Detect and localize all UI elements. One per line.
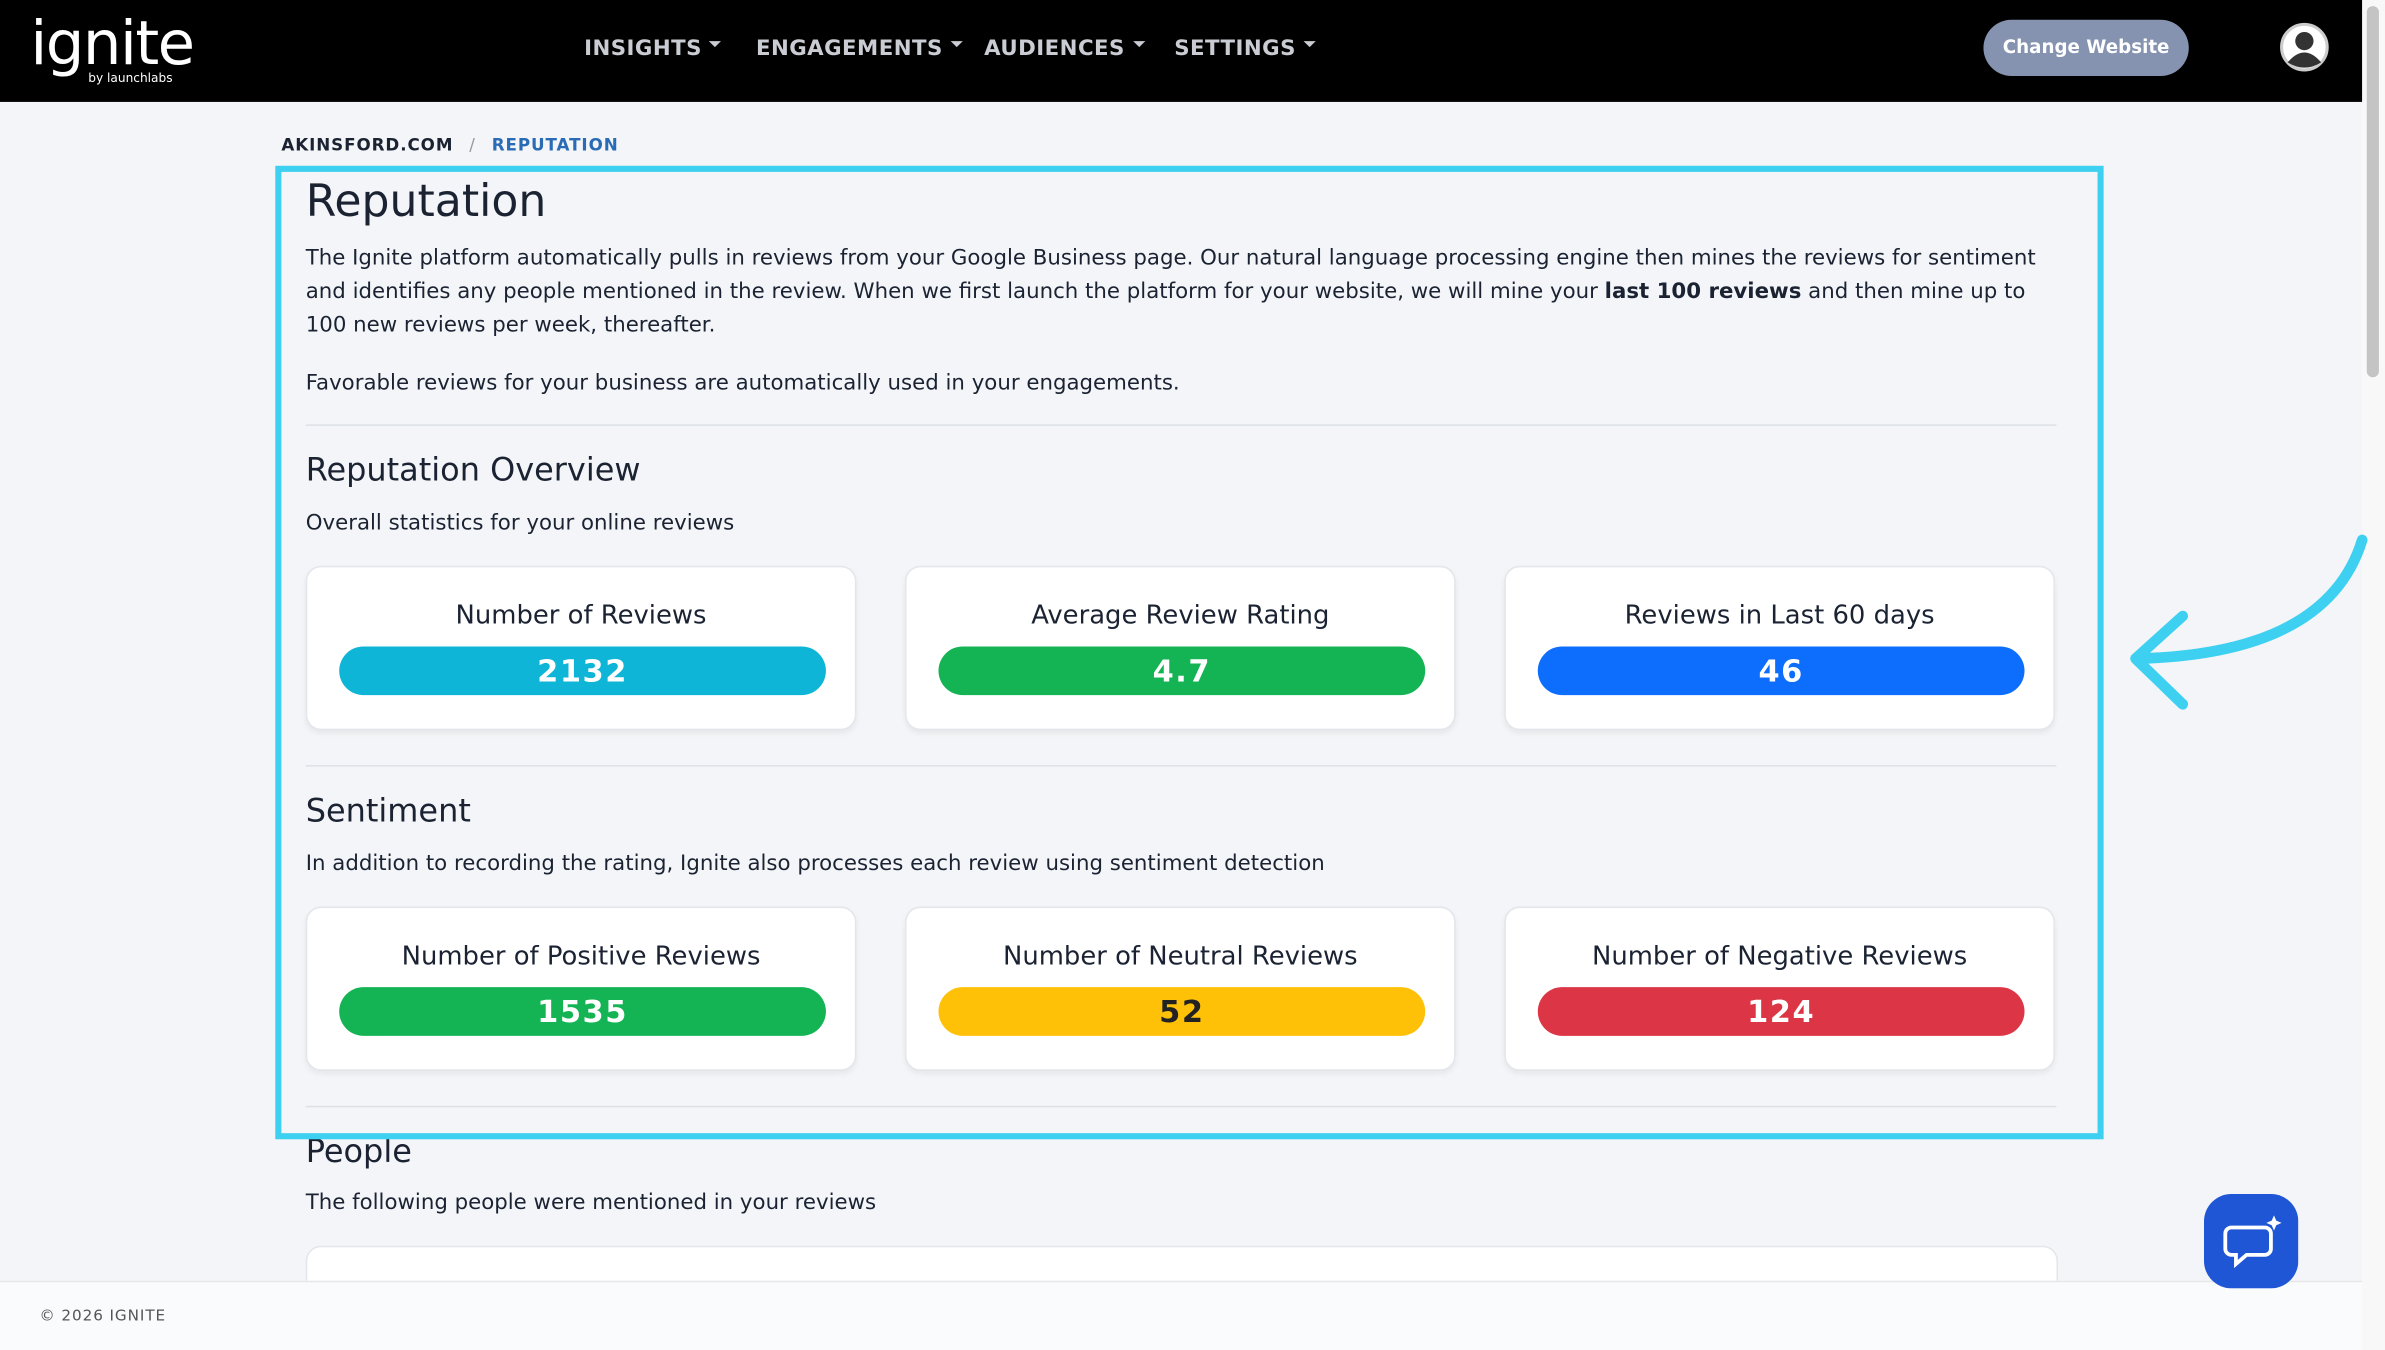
breadcrumb-item[interactable]: AKINSFORD.COM	[281, 135, 454, 156]
stat-label: Average Review Rating	[1031, 600, 1330, 632]
stat-card: Reviews in Last 60 days 46	[1504, 565, 2055, 731]
scrollbar	[2362, 0, 2385, 1350]
avatar[interactable]	[2279, 21, 2331, 73]
stat-value: 46	[1537, 646, 2025, 696]
section-subtitle: The following people were mentioned in y…	[305, 1190, 877, 1216]
section-title: Reputation Overview	[305, 451, 641, 489]
stat-value: 52	[938, 987, 1426, 1036]
arrow	[2130, 534, 2368, 710]
section-title: Sentiment	[305, 792, 471, 829]
logo-sub: by launchlabs	[88, 71, 173, 86]
stat-card: Number of Neutral Reviews 52	[905, 906, 1456, 1071]
breadcrumb-separator: /	[469, 135, 476, 156]
stat-label: Reviews in Last 60 days	[1624, 600, 1935, 632]
navbar: ignite by launchlabs INSIGHTS ENGAGEMENTS…	[0, 0, 2363, 102]
stat-label: Number of Negative Reviews	[1591, 941, 1968, 972]
stat-value: 1535	[339, 987, 826, 1036]
menu-item[interactable]: INSIGHTS	[584, 37, 722, 61]
text: last 100 reviews	[1604, 279, 1802, 305]
text: and then mine up to 100 new reviews per …	[305, 279, 2026, 338]
stat-value: 4.7	[938, 646, 1426, 696]
intro2: Favorable reviews for your business are …	[305, 371, 1180, 396]
stat-label: Number of Neutral Reviews	[1003, 941, 1358, 972]
stat-label: Number of Positive Reviews	[401, 941, 761, 972]
stat-label: Number of Reviews	[455, 600, 707, 632]
stat-value: 124	[1537, 987, 2025, 1036]
divider	[305, 765, 2057, 767]
menu-item[interactable]: ENGAGEMENTS	[756, 37, 963, 61]
stat-card: Average Review Rating 4.7	[905, 565, 1456, 731]
breadcrumb: AKINSFORD.COM / REPUTATION	[281, 135, 618, 155]
menu-item[interactable]: SETTINGS	[1174, 37, 1315, 61]
change-website-button[interactable]: Change Website	[1983, 19, 2189, 77]
chat-button[interactable]	[2204, 1194, 2299, 1289]
text: The Ignite platform automatically pulls …	[305, 246, 2036, 305]
breadcrumb-item: REPUTATION	[491, 135, 619, 156]
stat-value: 2132	[339, 646, 826, 696]
section-subtitle: Overall statistics for your online revie…	[305, 511, 735, 536]
intro: The Ignite platform automatically pulls …	[306, 242, 2055, 342]
stat-card: Number of Positive Reviews 1535	[305, 906, 857, 1071]
footer-text: © 2026 IGNITE	[39, 1308, 167, 1325]
menu-item[interactable]: AUDIENCES	[984, 37, 1144, 61]
divider	[305, 424, 2057, 426]
stat-card: Number of Negative Reviews 124	[1504, 906, 2055, 1071]
divider	[305, 1105, 2057, 1108]
highlight-box	[275, 165, 2104, 1140]
logo[interactable]: ignite	[30, 9, 195, 80]
footer: © 2026 IGNITE	[0, 1280, 2363, 1350]
section-subtitle: In addition to recording the rating, Ign…	[305, 851, 1325, 877]
stat-card: Number of Reviews 2132	[305, 565, 857, 731]
page-title: Reputation	[305, 174, 547, 227]
